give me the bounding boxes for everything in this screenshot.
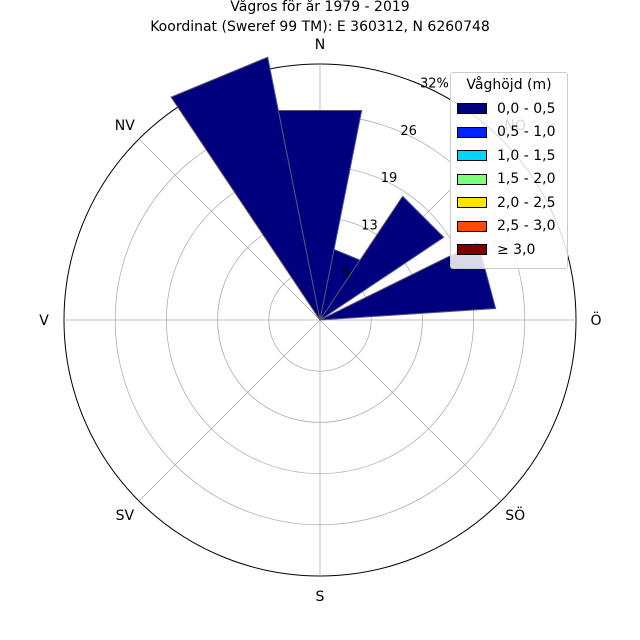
- legend-entry: 1,5 - 2,0: [457, 168, 561, 192]
- direction-label: S: [316, 589, 325, 605]
- legend-title: Våghöjd (m): [466, 77, 552, 93]
- chart-subtitle: Koordinat (Sweref 99 TM): E 360312, N 62…: [150, 19, 490, 35]
- legend-swatch: [457, 103, 487, 115]
- legend-entry: 2,5 - 3,0: [457, 215, 561, 239]
- legend-entry: 0,0 - 0,5: [457, 97, 561, 121]
- radial-tick-label: 19: [381, 171, 398, 186]
- legend-label: 1,5 - 2,0: [497, 171, 556, 188]
- direction-label: N: [315, 37, 325, 53]
- legend-swatch: [457, 126, 487, 138]
- rose-bars: [170, 56, 497, 321]
- chart-title: Vågros för år 1979 - 2019: [230, 0, 410, 15]
- grid-spoke: [138, 138, 321, 321]
- direction-label: SÖ: [505, 506, 525, 524]
- legend-label: ≥ 3,0: [497, 241, 536, 258]
- legend-label: 0,5 - 1,0: [497, 124, 556, 141]
- legend-swatch: [457, 197, 487, 209]
- direction-label: SV: [116, 508, 135, 524]
- legend: Våghöjd (m) 0,0 - 0,5 0,5 - 1,0 1,0 - 1,5 1…: [450, 72, 568, 269]
- legend-label: 2,5 - 3,0: [497, 218, 556, 235]
- legend-label: 2,0 - 2,5: [497, 194, 556, 211]
- radial-tick-label: 26: [400, 124, 417, 139]
- legend-entry: 1,0 - 1,5: [457, 144, 561, 168]
- radial-tick-label: 13: [361, 218, 378, 233]
- rose-bar: [319, 195, 445, 321]
- legend-label: 0,0 - 0,5: [497, 100, 556, 117]
- legend-swatch: [457, 150, 487, 162]
- legend-entry: 0,5 - 1,0: [457, 121, 561, 145]
- direction-label: V: [39, 313, 49, 329]
- rose-bar: [170, 56, 321, 321]
- legend-swatch: [457, 220, 487, 232]
- grid-spoke: [319, 319, 502, 502]
- legend-entry: 2,0 - 2,5: [457, 191, 561, 215]
- direction-label: Ö: [590, 311, 601, 329]
- radial-tick-label: 32%: [420, 76, 449, 91]
- legend-label: 1,0 - 1,5: [497, 147, 556, 164]
- legend-entry: ≥ 3,0: [457, 238, 561, 262]
- grid-spoke: [138, 319, 321, 502]
- legend-swatch: [457, 173, 487, 185]
- legend-swatch: [457, 244, 487, 256]
- legend-items: 0,0 - 0,5 0,5 - 1,0 1,0 - 1,5 1,5 - 2,0 2,0 …: [457, 97, 561, 262]
- radial-tick-label: 6: [342, 266, 350, 281]
- direction-label: NV: [115, 118, 135, 134]
